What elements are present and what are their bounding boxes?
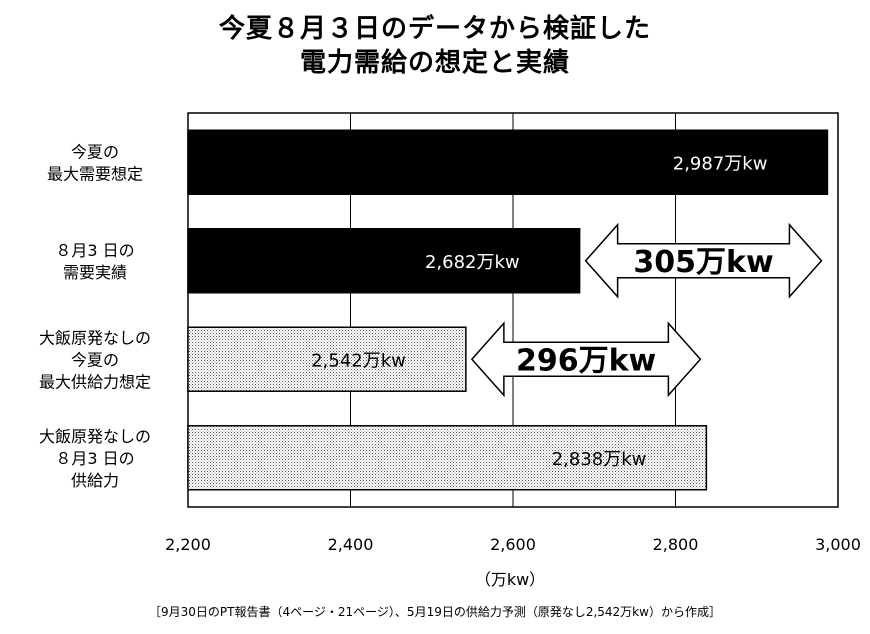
x-tick-label: 2,600 (490, 535, 536, 554)
bar-value-label: 2,987万kw (673, 153, 768, 174)
bar (187, 129, 829, 195)
category-label: ８月3 日の (55, 449, 134, 468)
category-label: 最大需要想定 (47, 164, 143, 183)
bar (187, 326, 467, 392)
x-tick-label: 2,400 (328, 535, 374, 554)
difference-label: 305万kw (633, 245, 773, 280)
chart-title: 今夏８月３日のデータから検証した 電力需給の想定と実績 (0, 12, 870, 80)
category-label: 最大供給力想定 (39, 372, 151, 391)
difference-arrow (470, 321, 702, 398)
x-tick-labels: 2,200 2,400 2,600 2,800 3,000 (165, 535, 861, 554)
category-label: 今夏の (71, 350, 119, 369)
category-label: 供給力 (71, 471, 119, 490)
plot-area-frame (187, 112, 839, 508)
bar (187, 425, 708, 491)
bars: 2,987万kw 2,682万kw 2,542万kw 2,838万kw (187, 129, 829, 491)
category-label: 今夏の (71, 142, 119, 161)
chart-title-line-2: 電力需給の想定と実績 (299, 48, 570, 78)
x-tick-label: 2,800 (653, 535, 699, 554)
bar-value-label: 2,682万kw (425, 252, 520, 273)
difference-arrows: 305万kw 296万kw (470, 222, 823, 398)
difference-label: 296万kw (516, 343, 656, 378)
source-note: ［9月30日のPT報告書（4ページ・21ページ）、5月19日の供給力予測（原発な… (149, 605, 721, 619)
category-label: ８月3 日の (55, 241, 134, 260)
x-tick-label: 2,200 (165, 535, 211, 554)
category-label: 需要実績 (63, 263, 127, 282)
x-axis-unit-label: （万kw） (474, 570, 546, 589)
x-tick-label: 3,000 (815, 535, 861, 554)
chart-title-line-1: 今夏８月３日のデータから検証した (218, 14, 651, 44)
bar (187, 228, 581, 294)
difference-arrow (584, 222, 823, 299)
category-label: 大飯原発なしの (39, 427, 151, 446)
category-label: 大飯原発なしの (39, 328, 151, 347)
bar-value-label: 2,542万kw (311, 350, 406, 371)
bar-value-label: 2,838万kw (552, 449, 647, 470)
